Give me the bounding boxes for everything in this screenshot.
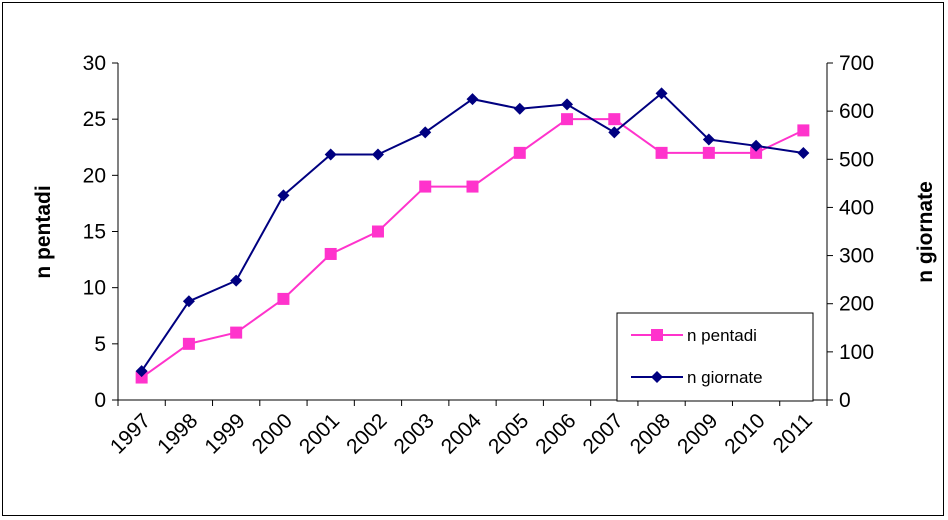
legend-marker-pentadi — [651, 329, 663, 341]
series-layer — [135, 87, 810, 384]
data-point-pentadi — [324, 247, 337, 260]
x-tick-label: 1997 — [106, 409, 155, 458]
data-point-giornate — [750, 139, 763, 152]
x-tick-label: 2007 — [579, 409, 628, 458]
x-axis: 1997199819992000200120022003200420052006… — [106, 399, 828, 459]
x-tick-label: 2001 — [295, 409, 344, 458]
right-tick-label: 300 — [839, 245, 874, 268]
data-point-giornate — [513, 102, 526, 115]
x-tick-label: 2005 — [484, 409, 533, 458]
left-tick-label: 5 — [94, 333, 106, 356]
left-tick-label: 30 — [83, 52, 106, 75]
right-tick-label: 100 — [839, 341, 874, 364]
x-tick-label: 1999 — [200, 409, 249, 458]
legend-label-pentadi: n pentadi — [687, 326, 757, 345]
data-point-giornate — [655, 87, 668, 100]
legend-label-giornate: n giornate — [687, 368, 763, 387]
right-axis-title: n giornate — [914, 181, 937, 283]
data-point-pentadi — [513, 146, 526, 159]
x-tick-label: 2003 — [389, 409, 438, 458]
left-axis-title: n pentadi — [32, 185, 55, 278]
right-tick-label: 0 — [839, 389, 851, 412]
data-point-pentadi — [655, 146, 668, 159]
data-point-giornate — [371, 148, 384, 161]
data-point-pentadi — [702, 146, 715, 159]
left-tick-label: 25 — [83, 108, 106, 131]
data-point-pentadi — [135, 371, 148, 384]
data-point-giornate — [324, 148, 337, 161]
data-point-giornate — [608, 126, 621, 139]
x-tick-label: 2000 — [248, 409, 297, 458]
right-tick-label: 500 — [839, 148, 874, 171]
left-y-axis: 0 5 10 15 20 25 30 — [83, 52, 119, 412]
data-point-pentadi — [230, 326, 243, 339]
data-point-giornate — [466, 93, 479, 106]
x-tick-label: 2004 — [437, 409, 487, 459]
legend-box — [616, 312, 814, 402]
left-tick-label: 0 — [94, 389, 106, 412]
data-point-pentadi — [277, 292, 290, 305]
data-point-pentadi — [561, 113, 574, 126]
x-tick-label: 1998 — [153, 409, 202, 458]
data-point-giornate — [797, 147, 810, 160]
data-point-pentadi — [182, 337, 195, 350]
x-tick-label: 2010 — [720, 409, 769, 458]
left-tick-label: 20 — [83, 164, 106, 187]
right-tick-label: 700 — [839, 52, 874, 75]
data-point-pentadi — [466, 180, 479, 193]
legend-marker-giornate — [651, 371, 663, 383]
right-y-axis: 0 100 200 300 400 500 600 700 — [826, 52, 874, 412]
left-tick-label: 10 — [83, 277, 106, 300]
x-tick-label: 2002 — [342, 409, 391, 458]
x-tick-label: 2011 — [769, 409, 817, 457]
data-point-giornate — [182, 295, 195, 308]
right-tick-label: 400 — [839, 196, 874, 219]
right-tick-label: 200 — [839, 293, 874, 316]
data-point-pentadi — [750, 146, 763, 159]
left-tick-label: 15 — [83, 221, 106, 244]
data-point-pentadi — [797, 124, 810, 137]
data-point-giornate — [561, 98, 574, 111]
data-point-pentadi — [371, 225, 384, 238]
x-tick-label: 2009 — [673, 409, 722, 458]
x-tick-label: 2008 — [626, 409, 675, 458]
data-point-giornate — [277, 189, 290, 202]
legend: n pentadi n giornate — [616, 312, 814, 402]
data-point-giornate — [230, 274, 243, 287]
data-point-giornate — [702, 133, 715, 146]
data-point-pentadi — [419, 180, 432, 193]
data-point-giornate — [419, 126, 432, 139]
data-point-pentadi — [608, 113, 621, 126]
data-point-giornate — [135, 365, 148, 378]
x-tick-label: 2006 — [531, 409, 580, 458]
right-tick-label: 600 — [839, 100, 874, 123]
